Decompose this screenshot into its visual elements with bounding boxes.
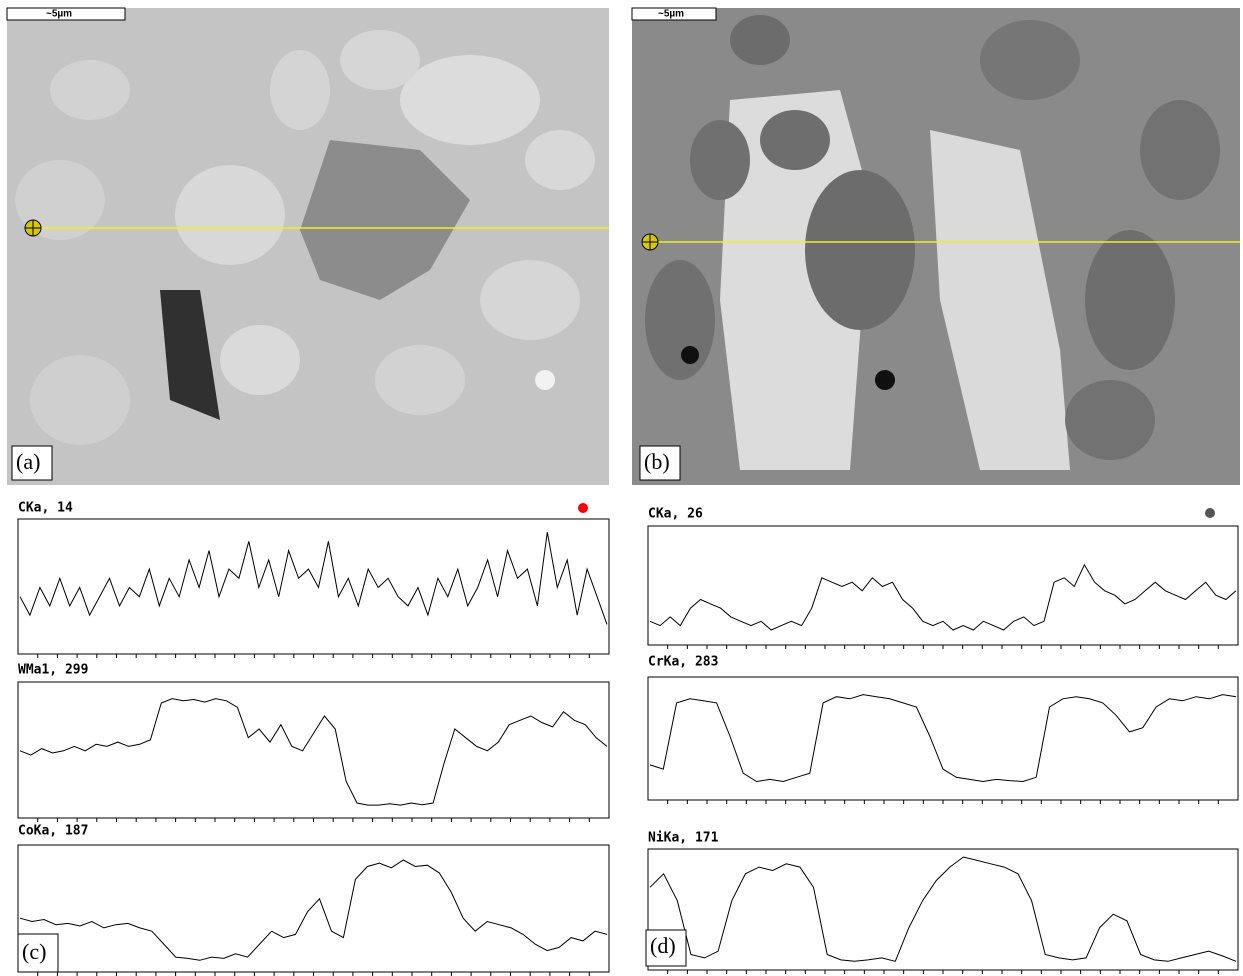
panel-label-box	[17, 933, 59, 973]
indicator-dot	[1205, 508, 1215, 518]
line-scan	[649, 856, 1237, 962]
scale-bar-label: ~5µm	[46, 9, 72, 20]
plot-frame	[647, 676, 1239, 801]
element-label: CoKa, 187	[18, 824, 88, 839]
line-scan	[19, 859, 608, 961]
element-label: CKa, 26	[648, 507, 703, 522]
micrograph-b	[632, 8, 1240, 485]
plot-frame	[647, 525, 1239, 646]
micrograph-a	[7, 8, 609, 485]
plot-frame	[17, 681, 610, 819]
scale-bar	[6, 7, 126, 21]
element-label: CKa, 14	[18, 501, 73, 516]
line-scans: CKa, 14 WMa1, 299 CoKa, 187 CKa, 26 CrKa, 28…	[17, 501, 1239, 976]
panel-label-box	[639, 445, 681, 481]
element-label: CrKa, 283	[648, 655, 718, 670]
element-label: WMa1, 299	[18, 663, 88, 678]
panel-label-box	[11, 445, 53, 481]
scale-bar	[631, 7, 717, 21]
panel-label: (b)	[644, 449, 670, 474]
line-scan	[649, 694, 1237, 783]
line-scan	[19, 532, 608, 625]
line-scan	[649, 563, 1237, 631]
panel-label: (a)	[16, 449, 40, 474]
line-scan	[19, 698, 608, 806]
plot-frame	[17, 518, 610, 655]
panel-label: (d)	[650, 933, 676, 958]
indicator-dot	[578, 503, 588, 513]
plot-frame	[647, 848, 1239, 971]
plot-frame	[17, 844, 610, 973]
panel-label-box	[645, 929, 687, 967]
element-label: NiKa, 171	[648, 831, 719, 846]
panel-label: (c)	[22, 939, 46, 964]
scale-bar-label: ~5µm	[658, 9, 684, 20]
